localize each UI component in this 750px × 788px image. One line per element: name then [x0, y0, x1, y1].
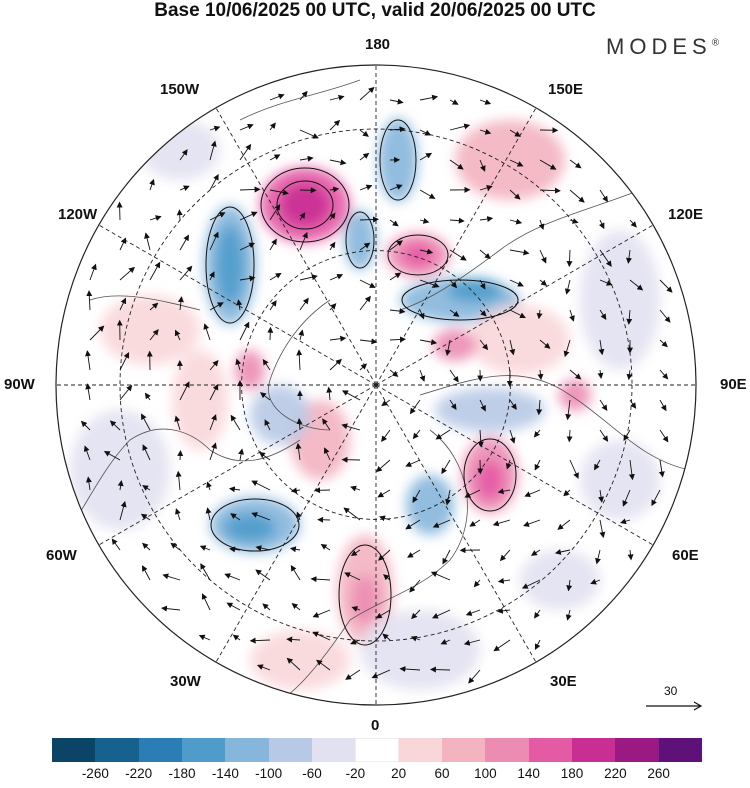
lon-label-0: 0: [371, 718, 379, 734]
anomaly-blob: [250, 630, 350, 690]
colorbar-swatch: [312, 738, 355, 762]
colorbar-swatch: [355, 738, 398, 762]
wind-vector: [270, 328, 271, 340]
colorbar-swatch: [615, 738, 658, 762]
lon-label-150w: 150W: [160, 82, 199, 98]
colorbar-swatch: [182, 738, 225, 762]
anomaly-blob: [433, 329, 477, 361]
anomaly-blob: [344, 210, 376, 270]
colorbar-tick-label: 60: [434, 766, 449, 781]
lon-label-120e: 120E: [668, 207, 703, 223]
colorbar-tick-label: 100: [474, 766, 497, 781]
vector-reference-arrow: [644, 696, 704, 716]
colorbar-swatch: [485, 738, 528, 762]
lon-label-30e: 30E: [550, 674, 577, 690]
anomaly-blob: [224, 514, 276, 542]
colorbar-ticks: -260 -220 -180 -140 -100 -60 -20 20 60 100 140 180 2…: [52, 762, 702, 782]
colorbar-tick-label: 220: [604, 766, 627, 781]
anomaly-blob: [140, 120, 220, 180]
lon-label-60e: 60E: [672, 548, 699, 564]
anomaly-blob: [406, 475, 454, 535]
colorbar-tick-label: 260: [647, 766, 670, 781]
anomaly-blob: [580, 230, 660, 370]
lon-label-120w: 120W: [58, 207, 97, 223]
anomaly-blob: [520, 550, 600, 610]
colorbar-swatch: [269, 738, 312, 762]
wind-vector: [120, 203, 121, 221]
colorbar-swatch: [572, 738, 615, 762]
anomaly-blob: [351, 575, 379, 625]
anomaly-blob: [435, 388, 545, 432]
anomaly-blob: [280, 183, 330, 227]
lon-label-30w: 30W: [170, 674, 201, 690]
anomaly-blob: [402, 243, 434, 267]
anomaly-blob: [235, 350, 265, 390]
colorbar-swatch: [659, 738, 702, 762]
colorbar-tick-label: 140: [517, 766, 540, 781]
lon-label-150e: 150E: [548, 82, 583, 98]
colorbar-swatch: [95, 738, 138, 762]
colorbar-tick-label: -20: [346, 766, 366, 781]
colorbar-tick-label: -220: [125, 766, 152, 781]
colorbar-swatch: [52, 738, 95, 762]
colorbar-tick-label: -100: [255, 766, 282, 781]
anomaly-blob: [580, 440, 660, 520]
wind-vector: [179, 210, 180, 220]
colorbar-swatch: [225, 738, 268, 762]
colorbar-swatch: [139, 738, 182, 762]
colorbar-swatch: [442, 738, 485, 762]
wind-vector: [431, 669, 450, 670]
anomaly-blob: [216, 225, 244, 305]
colorbar-tick-label: -180: [168, 766, 195, 781]
anomaly-blob: [360, 610, 480, 690]
wind-vector: [180, 451, 181, 460]
colorbar-swatch: [529, 738, 572, 762]
colorbar-tick-label: 20: [391, 766, 406, 781]
anomaly-blob: [250, 385, 310, 445]
lon-label-60w: 60W: [46, 548, 77, 564]
lon-label-180: 180: [365, 37, 390, 53]
colorbar-swatch: [399, 738, 442, 762]
colorbar: [52, 738, 702, 762]
colorbar-tick-label: -60: [302, 766, 322, 781]
anomaly-blob: [70, 410, 170, 530]
colorbar-tick-label: 180: [561, 766, 584, 781]
colorbar-tick-label: -140: [212, 766, 239, 781]
lon-label-90e: 90E: [720, 377, 747, 393]
lon-label-90w: 90W: [4, 377, 35, 393]
colorbar-tick-label: -260: [82, 766, 109, 781]
